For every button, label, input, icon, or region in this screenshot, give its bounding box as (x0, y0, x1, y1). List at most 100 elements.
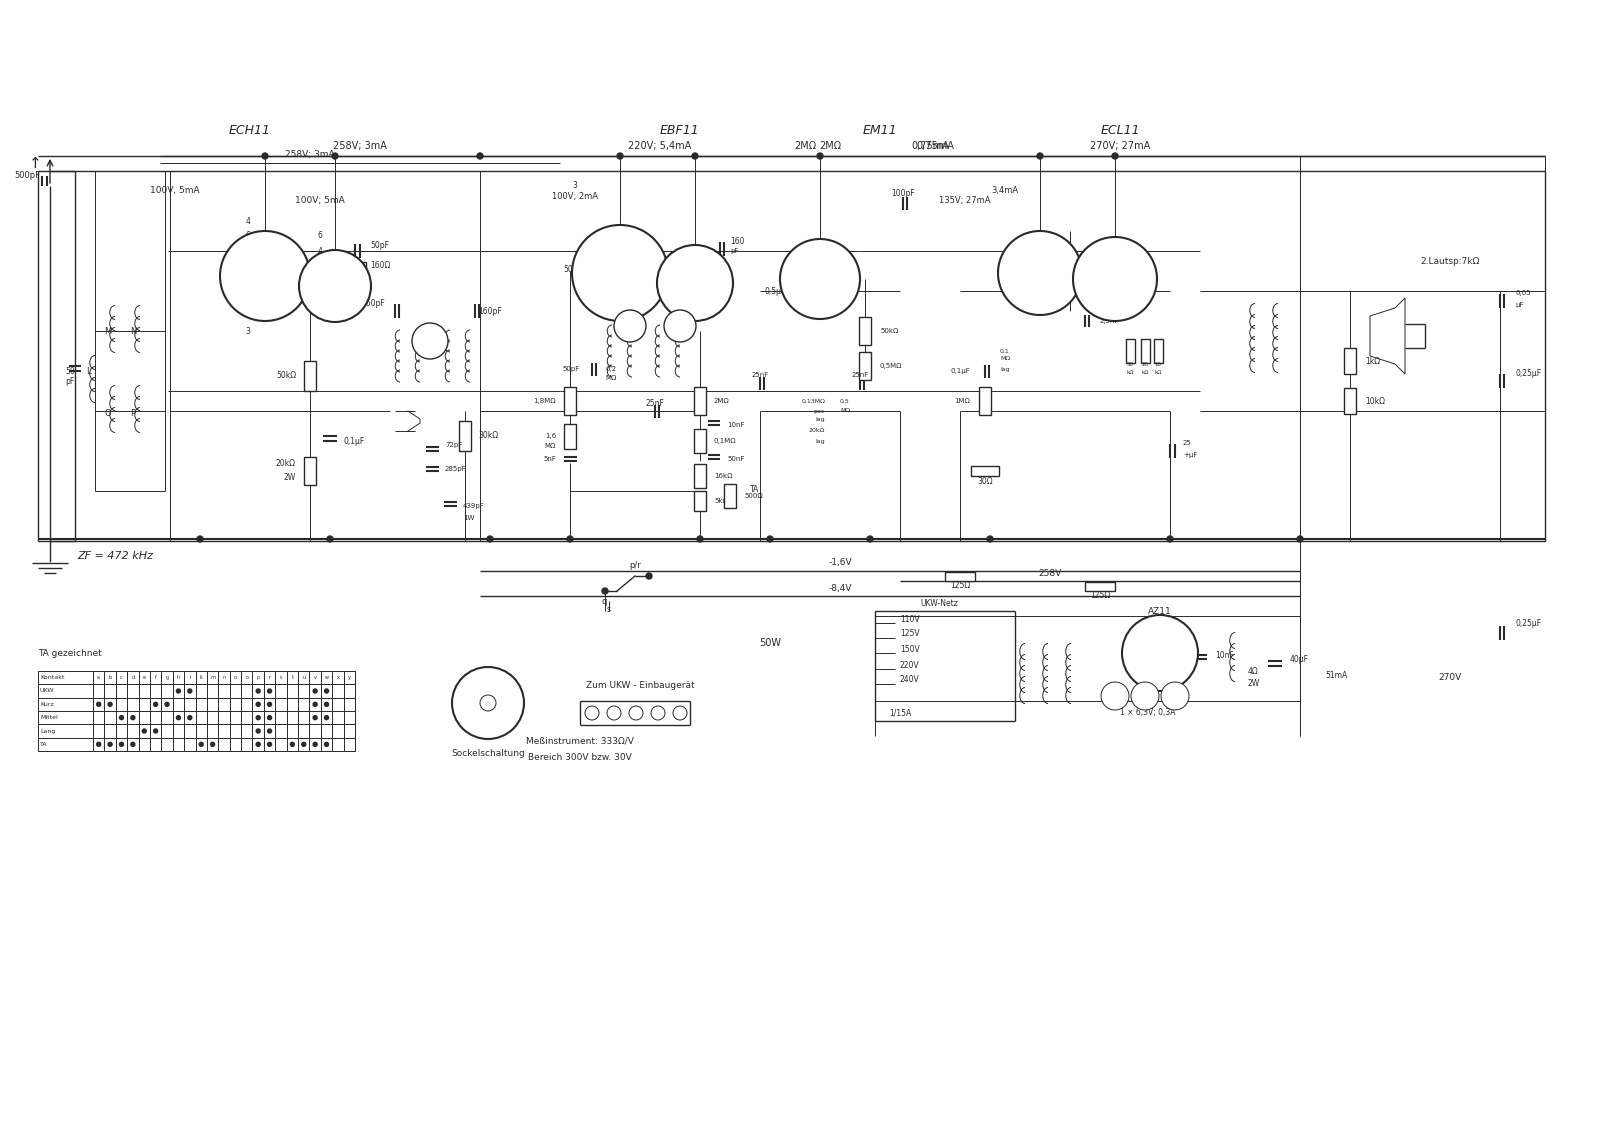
Circle shape (299, 250, 371, 322)
Text: pF: pF (66, 377, 75, 386)
Text: 20kΩ: 20kΩ (277, 458, 296, 467)
Text: m: m (210, 675, 214, 680)
Circle shape (1112, 153, 1118, 159)
Bar (1064, 258, 1075, 284)
Circle shape (1298, 536, 1302, 542)
Bar (304, 457, 317, 485)
Text: 0,75mA: 0,75mA (910, 141, 949, 152)
Bar (859, 352, 870, 380)
Bar (723, 484, 736, 508)
Text: 1 × 6,3V; 0,3A: 1 × 6,3V; 0,3A (1120, 708, 1176, 717)
Circle shape (1074, 238, 1157, 321)
Bar (971, 466, 998, 476)
Circle shape (1122, 615, 1198, 691)
Circle shape (176, 716, 181, 719)
Circle shape (325, 702, 328, 707)
Circle shape (96, 702, 101, 707)
Circle shape (691, 153, 698, 159)
Circle shape (325, 742, 328, 746)
Text: 1kΩ: 1kΩ (1365, 356, 1381, 365)
Text: ECL11: ECL11 (1101, 124, 1139, 138)
Text: o: o (245, 675, 248, 680)
Text: 6: 6 (317, 232, 323, 241)
Bar (459, 421, 470, 451)
Text: c: c (120, 675, 123, 680)
Text: 10nF: 10nF (726, 422, 744, 428)
Text: 40μF: 40μF (1290, 655, 1309, 664)
Text: 0,1μF: 0,1μF (950, 368, 970, 374)
Circle shape (256, 742, 261, 746)
Bar (694, 491, 706, 511)
Text: P: P (131, 408, 136, 417)
Circle shape (1162, 682, 1189, 710)
Text: MΩ: MΩ (840, 408, 850, 414)
Text: 0,05: 0,05 (1515, 290, 1531, 296)
Circle shape (302, 742, 306, 746)
Text: 0,25μF: 0,25μF (1515, 369, 1541, 378)
Text: lag: lag (1000, 366, 1010, 371)
Circle shape (1131, 682, 1158, 710)
Circle shape (314, 689, 317, 693)
Text: ↑: ↑ (29, 155, 42, 171)
Text: s: s (280, 675, 282, 680)
Circle shape (262, 153, 269, 159)
Text: kΩ: kΩ (1126, 371, 1134, 375)
Text: 50: 50 (1126, 363, 1133, 368)
Bar (694, 387, 706, 415)
Bar (694, 429, 706, 454)
Text: 3: 3 (573, 181, 578, 190)
Text: 1,6: 1,6 (544, 433, 557, 439)
Circle shape (698, 536, 702, 542)
Text: 6: 6 (245, 232, 251, 241)
Circle shape (267, 689, 272, 693)
Text: 125Ω: 125Ω (950, 580, 970, 589)
Text: 4: 4 (317, 247, 323, 256)
Text: 2MΩ: 2MΩ (794, 141, 816, 152)
Text: 0,13MΩ: 0,13MΩ (802, 398, 826, 404)
Text: 4: 4 (245, 216, 251, 225)
Text: n: n (222, 675, 226, 680)
Text: 160Ω: 160Ω (370, 261, 390, 270)
Circle shape (987, 536, 994, 542)
Circle shape (142, 729, 146, 733)
Text: 50: 50 (66, 366, 75, 375)
Text: ECH11: ECH11 (229, 124, 270, 138)
Text: 100pF: 100pF (891, 189, 915, 198)
Text: 10nF: 10nF (1214, 650, 1234, 659)
Text: 3: 3 (509, 706, 514, 711)
Circle shape (629, 706, 643, 720)
Circle shape (267, 716, 272, 719)
Text: MΩ: MΩ (1000, 356, 1010, 362)
Text: 135V; 27mA: 135V; 27mA (939, 197, 990, 206)
Circle shape (664, 310, 696, 342)
Text: 72pF: 72pF (445, 442, 462, 448)
Text: 5kΩ: 5kΩ (714, 498, 728, 504)
Text: UKW: UKW (40, 689, 54, 693)
Text: 0,1MΩ: 0,1MΩ (714, 438, 736, 444)
Circle shape (1166, 536, 1173, 542)
Text: 220V: 220V (899, 661, 920, 670)
Text: 2MΩ: 2MΩ (819, 141, 842, 152)
Bar (563, 423, 576, 449)
Circle shape (453, 667, 525, 739)
Circle shape (256, 702, 261, 707)
Text: 0,25μF: 0,25μF (1515, 619, 1541, 628)
Text: Kurz: Kurz (40, 702, 54, 707)
Text: 50nF: 50nF (726, 456, 744, 461)
Text: Mittel: Mittel (40, 715, 58, 720)
Text: p: p (256, 675, 259, 680)
Text: 5nF: 5nF (542, 456, 557, 461)
Circle shape (781, 239, 861, 319)
Text: 240V: 240V (899, 675, 920, 684)
Circle shape (674, 706, 686, 720)
Text: 2: 2 (506, 685, 509, 691)
Circle shape (131, 742, 134, 746)
Text: 500Ω: 500Ω (744, 493, 763, 499)
Text: 1MΩ: 1MΩ (954, 398, 970, 404)
Text: 2W: 2W (283, 474, 296, 483)
Circle shape (290, 742, 294, 746)
Circle shape (477, 153, 483, 159)
Text: 25nF: 25nF (645, 398, 664, 407)
Text: 20: 20 (1141, 363, 1149, 368)
Text: E: E (427, 337, 434, 345)
